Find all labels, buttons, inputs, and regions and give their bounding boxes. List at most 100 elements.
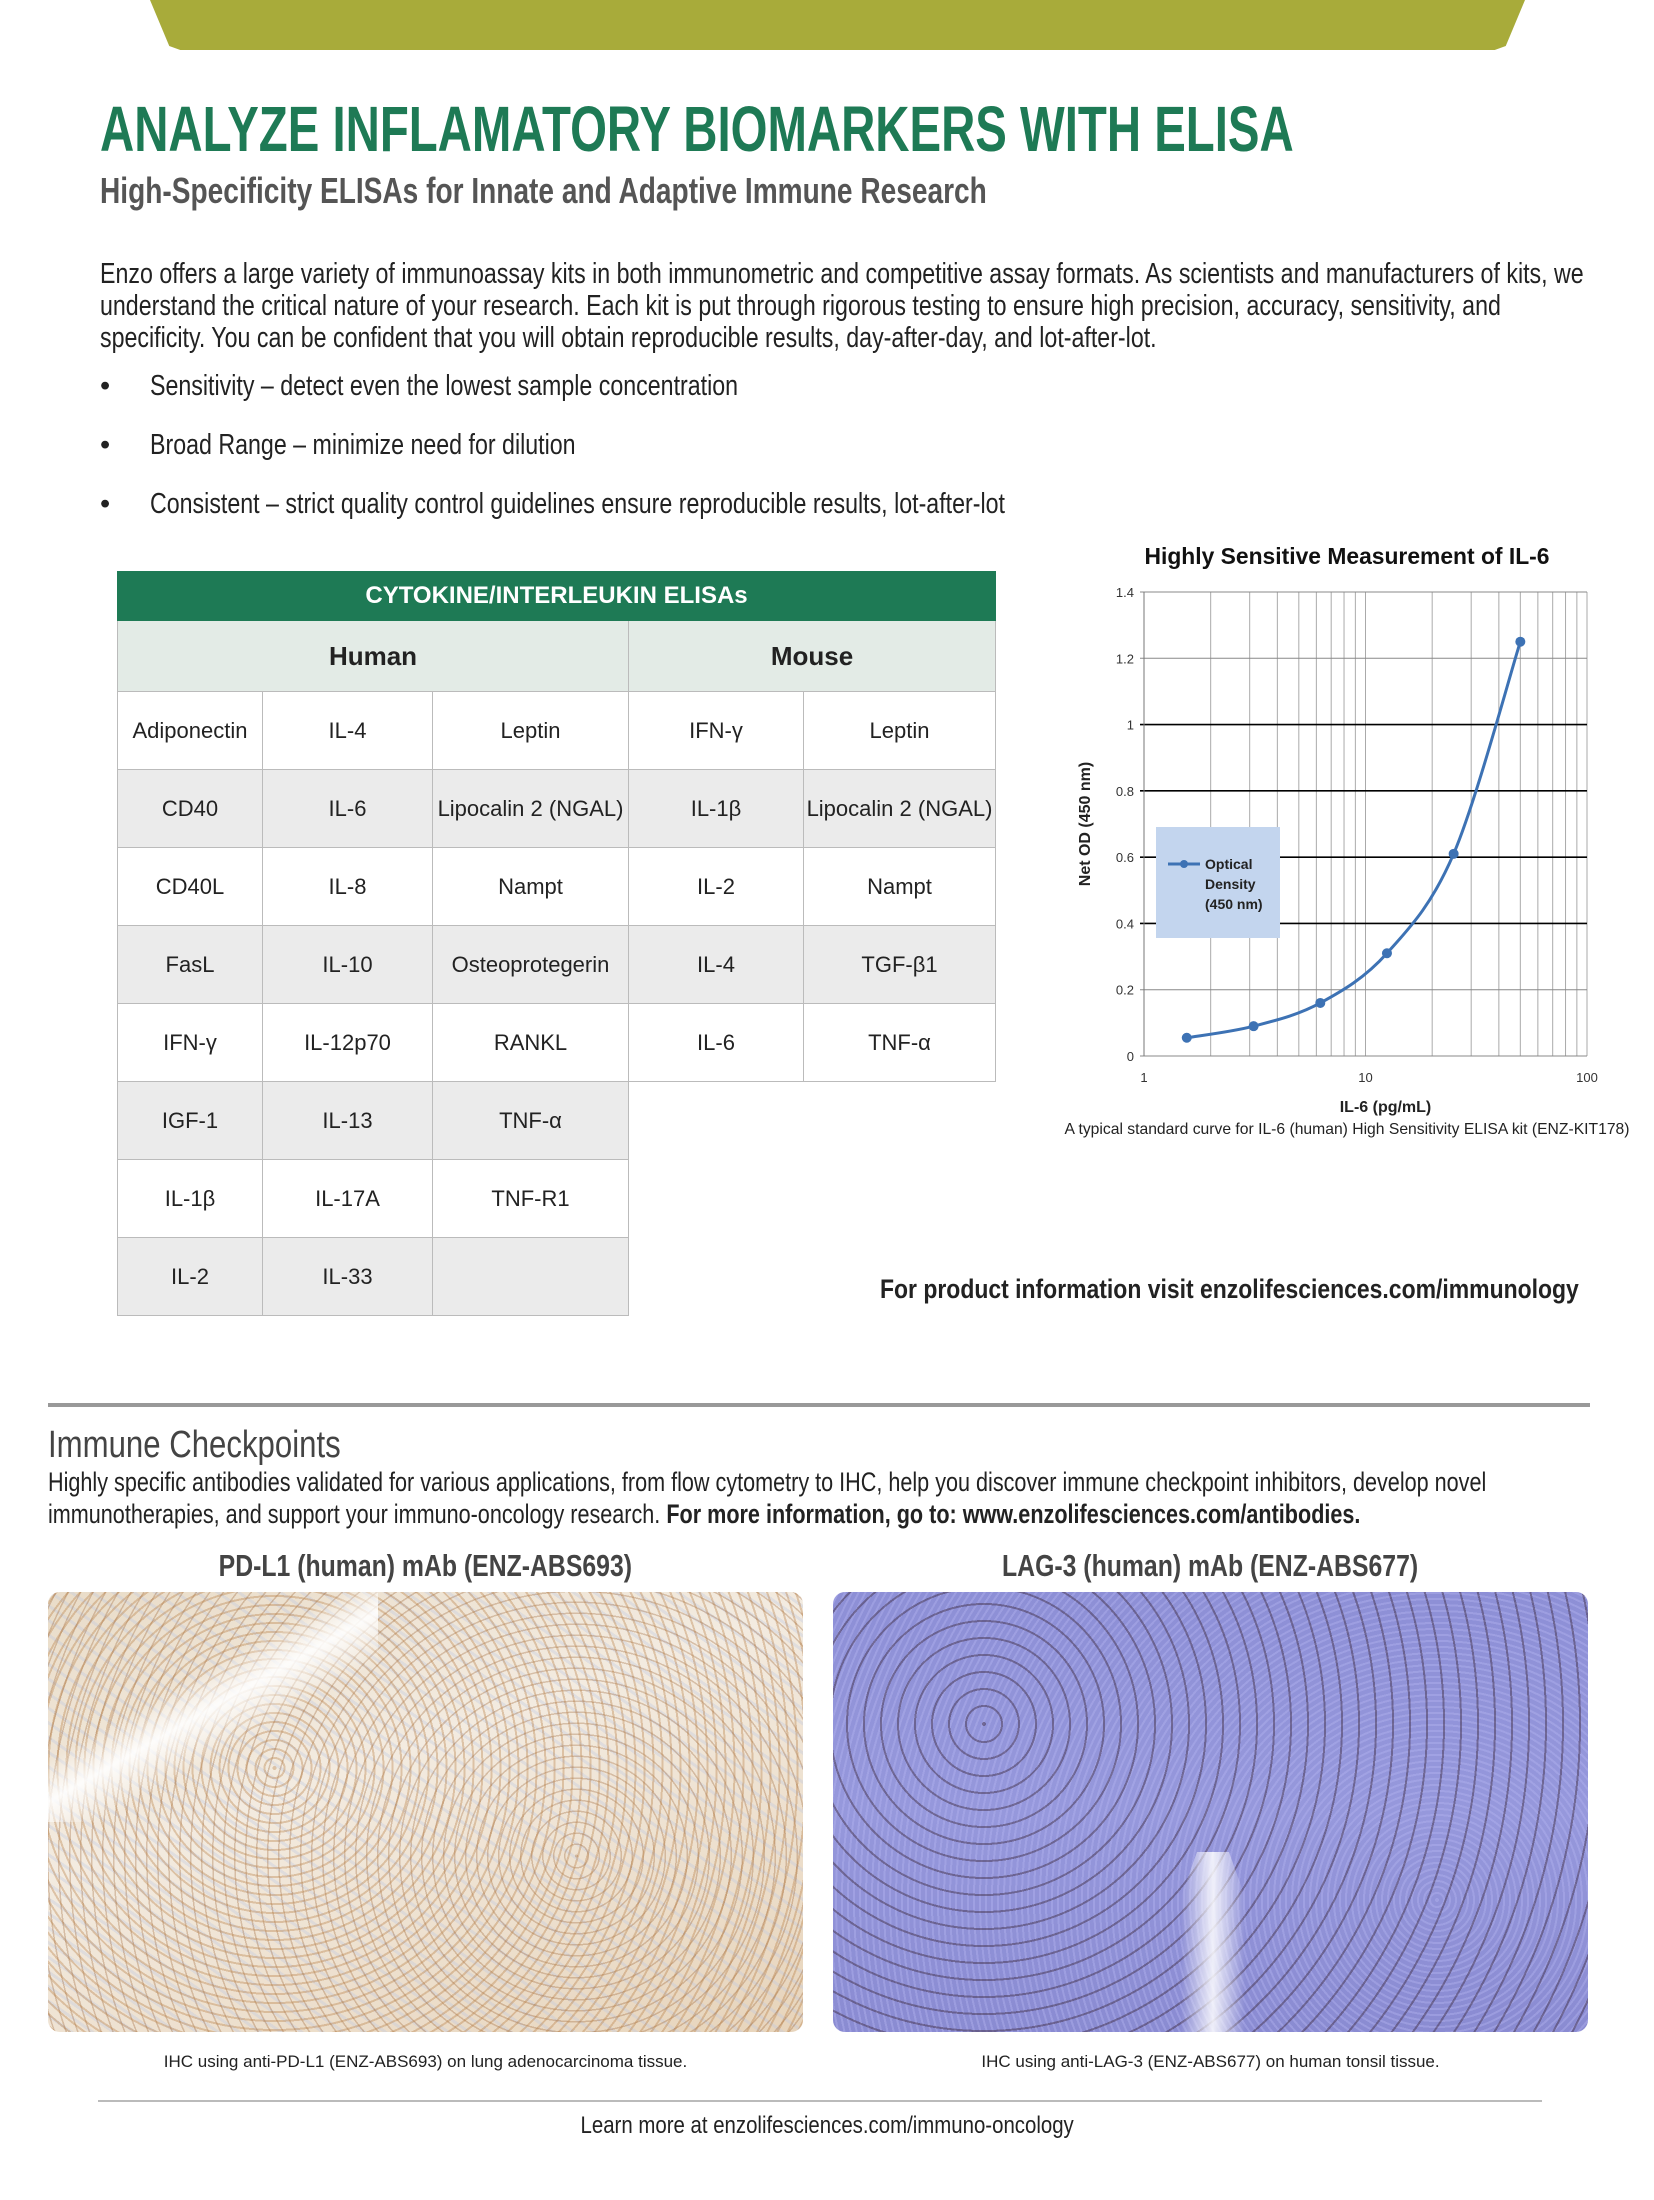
data-point <box>1381 948 1392 959</box>
y-axis-label: Net OD (450 nm) <box>1077 762 1094 886</box>
table-cell: IL-2 <box>628 847 804 926</box>
empty-cell <box>803 1159 996 1238</box>
y-tick-label: 1 <box>1127 718 1134 733</box>
table-cell: CD40 <box>117 769 263 848</box>
antibodies-link[interactable]: For more information, go to: www.enzolif… <box>666 1499 1361 1529</box>
table-cell: IL-8 <box>262 847 433 926</box>
group-header-human: Human <box>117 620 629 692</box>
table-cell: IL-33 <box>262 1237 433 1316</box>
table-title: CYTOKINE/INTERLEUKIN ELISAs <box>117 571 996 621</box>
pdl1-ihc-image <box>48 1592 803 2032</box>
empty-cell <box>803 1237 996 1316</box>
bullet-icon: • <box>100 370 111 402</box>
chart-caption: A typical standard curve for IL-6 (human… <box>1065 1121 1630 1138</box>
table-cell: IL-6 <box>262 769 433 848</box>
table-row: IFN-γ IL-12p70 RANKL IL-6 TNF-α <box>117 1003 996 1082</box>
bullet-text: Broad Range – minimize need for dilution <box>150 429 576 461</box>
chart-title: Highly Sensitive Measurement of IL-6 <box>1145 543 1550 569</box>
table-cell: TNF-α <box>803 1003 996 1082</box>
lag3-ihc-image <box>833 1592 1588 2032</box>
footer-text: Learn more at enzolifesciences.com/immun… <box>580 2112 1074 2139</box>
legend-box <box>1156 827 1280 938</box>
table-cell: Lipocalin 2 (NGAL) <box>803 769 996 848</box>
table-row: CD40 IL-6 Lipocalin 2 (NGAL) IL-1β Lipocalin… <box>117 769 996 848</box>
x-tick-label: 100 <box>1576 1070 1598 1085</box>
table-row: FasL IL-10 Osteoprotegerin IL-4 TGF-β1 <box>117 925 996 1004</box>
section-text-body: Highly specific antibodies validated for… <box>48 1467 1487 1529</box>
table-cell: IL-13 <box>262 1081 433 1160</box>
table-cell: IL-12p70 <box>262 1003 433 1082</box>
table-cell: TGF-β1 <box>803 925 996 1004</box>
image-title: PD-L1 (human) mAb (ENZ-ABS693) <box>48 1548 803 1584</box>
table-cell: IL-1β <box>628 769 804 848</box>
page-title-text: ANALYZE INFLAMATORY BIOMARKERS WITH ELIS… <box>100 93 1294 165</box>
table-row: IL-1β IL-17A TNF-R1 <box>117 1159 996 1238</box>
y-tick-label: 0.8 <box>1116 784 1134 799</box>
table-row: Adiponectin IL-4 Leptin IFN-γ Leptin <box>117 691 996 770</box>
page-subtitle-text: High-Specificity ELISAs for Innate and A… <box>100 170 987 211</box>
empty-cell <box>628 1159 804 1238</box>
table-row: CD40L IL-8 Nampt IL-2 Nampt <box>117 847 996 926</box>
table-cell: Nampt <box>432 847 629 926</box>
bullet-icon: • <box>100 488 111 520</box>
table-cell: Nampt <box>803 847 996 926</box>
x-tick-label: 10 <box>1358 1070 1372 1085</box>
table-cell: Leptin <box>803 691 996 770</box>
image-caption: IHC using anti-LAG-3 (ENZ-ABS677) on hum… <box>981 2052 1440 2071</box>
table-cell: TNF-R1 <box>432 1159 629 1238</box>
image-title-text: LAG-3 (human) mAb (ENZ-ABS677) <box>1002 1548 1419 1583</box>
empty-cell <box>803 1081 996 1160</box>
table-cell: IFN-γ <box>117 1003 263 1082</box>
data-point <box>1315 997 1326 1008</box>
table-cell: TNF-α <box>432 1081 629 1160</box>
data-point <box>1181 1032 1192 1043</box>
image-title: LAG-3 (human) mAb (ENZ-ABS677) <box>833 1548 1588 1584</box>
empty-cell <box>628 1237 804 1316</box>
table-cell: IL-10 <box>262 925 433 1004</box>
x-tick-label: 1 <box>1140 1070 1147 1085</box>
page-title: ANALYZE INFLAMATORY BIOMARKERS WITH ELIS… <box>100 92 1654 166</box>
bullet-item: • Broad Range – minimize need for dilutio… <box>100 429 682 462</box>
table-cell: RANKL <box>432 1003 629 1082</box>
y-tick-label: 0.2 <box>1116 983 1134 998</box>
table-cell: Osteoprotegerin <box>432 925 629 1004</box>
table-cell: CD40L <box>117 847 263 926</box>
section-title-text: Immune Checkpoints <box>48 1424 341 1466</box>
product-info-link[interactable]: For product information visit enzolifesc… <box>880 1274 1654 1305</box>
intro-paragraph: Enzo offers a large variety of immunoass… <box>100 258 1584 354</box>
image-title-text: PD-L1 (human) mAb (ENZ-ABS693) <box>218 1548 633 1583</box>
bullet-item: • Consistent – strict quality control gui… <box>100 488 1219 521</box>
elisa-table: CYTOKINE/INTERLEUKIN ELISAs Human Mouse A… <box>117 571 996 1316</box>
table-cell: IL-2 <box>117 1237 263 1316</box>
y-tick-label: 0.6 <box>1116 850 1134 865</box>
group-header-mouse: Mouse <box>628 620 996 692</box>
table-cell: IL-6 <box>628 1003 804 1082</box>
table-cell: Lipocalin 2 (NGAL) <box>432 769 629 848</box>
table-cell: IL-4 <box>628 925 804 1004</box>
data-point <box>1448 848 1459 859</box>
x-axis-label: IL-6 (pg/mL) <box>1340 1099 1432 1116</box>
bullet-item: • Sensitivity – detect even the lowest sa… <box>100 370 885 403</box>
legend-label: Optical Density (450 nm) <box>1205 856 1263 912</box>
data-point <box>1515 636 1526 647</box>
section-text: Highly specific antibodies validated for… <box>48 1466 1584 1530</box>
table-cell: IGF-1 <box>117 1081 263 1160</box>
image-caption: IHC using anti-PD-L1 (ENZ-ABS693) on lun… <box>163 2052 688 2071</box>
table-cell: FasL <box>117 925 263 1004</box>
header-band <box>150 0 1525 50</box>
table-cell: IL-17A <box>262 1159 433 1238</box>
table-row: IGF-1 IL-13 TNF-α <box>117 1081 996 1160</box>
footer-divider <box>98 2100 1542 2102</box>
bullet-icon: • <box>100 429 111 461</box>
table-cell: Leptin <box>432 691 629 770</box>
bullet-text: Consistent – strict quality control guid… <box>150 488 1005 520</box>
page-subtitle: High-Specificity ELISAs for Innate and A… <box>100 170 1237 212</box>
table-cell: IL-4 <box>262 691 433 770</box>
section-divider <box>48 1403 1590 1407</box>
table-cell: IL-1β <box>117 1159 263 1238</box>
y-tick-label: 0.4 <box>1116 916 1134 931</box>
footer-link[interactable]: Learn more at enzolifesciences.com/immun… <box>0 2112 1654 2140</box>
bullet-text: Sensitivity – detect even the lowest sam… <box>150 370 739 402</box>
data-point <box>1248 1021 1259 1032</box>
y-tick-label: 1.2 <box>1116 651 1134 666</box>
